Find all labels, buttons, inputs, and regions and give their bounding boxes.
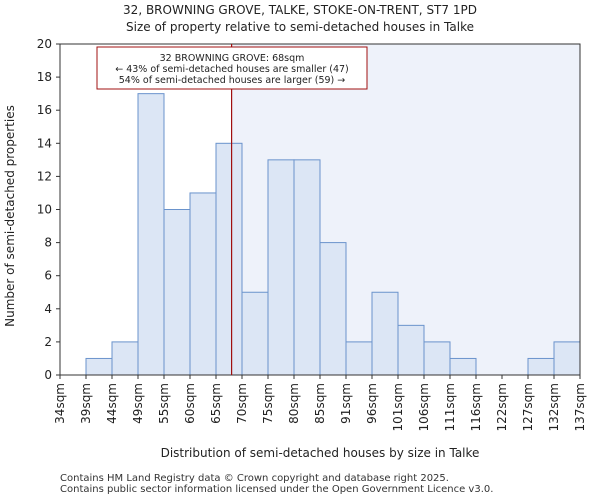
histogram-bar [85, 357, 113, 376]
x-tick-label: 55sqm [157, 383, 171, 424]
x-tick-label: 106sqm [417, 383, 431, 431]
x-tick-label: 70sqm [235, 383, 249, 424]
x-tick-label: 116sqm [469, 383, 483, 431]
histogram-bar [319, 242, 347, 376]
histogram-bar [267, 159, 295, 376]
x-tick-label: 101sqm [391, 383, 405, 431]
x-tick-label: 80sqm [287, 383, 301, 424]
histogram-bar [553, 341, 581, 376]
x-tick-label: 44sqm [105, 383, 119, 424]
histogram-bar [111, 341, 139, 376]
x-tick-label: 49sqm [131, 383, 145, 424]
y-tick-label: 4 [44, 302, 52, 316]
annotation-line-3: 54% of semi-detached houses are larger (… [119, 75, 346, 86]
histogram-bar [163, 209, 191, 376]
histogram-bar [215, 142, 243, 376]
annotation-line-2: ← 43% of semi-detached houses are smalle… [115, 64, 349, 75]
histogram-bar [397, 324, 425, 376]
footer-licence: Contains public sector information licen… [60, 484, 494, 495]
x-tick-label: 39sqm [79, 383, 93, 424]
y-tick-label: 14 [37, 136, 52, 150]
y-tick-label: 12 [37, 169, 52, 183]
footer-copyright: Contains HM Land Registry data © Crown c… [60, 473, 449, 484]
histogram-bar [293, 159, 321, 376]
histogram-bar [449, 357, 477, 376]
x-tick-label: 132sqm [547, 383, 561, 431]
x-tick-label: 65sqm [209, 383, 223, 424]
histogram-bar [189, 192, 217, 376]
x-tick-label: 85sqm [313, 383, 327, 424]
histogram-bar [423, 341, 451, 376]
y-tick-label: 6 [44, 269, 52, 283]
y-tick-label: 10 [37, 203, 52, 217]
x-tick-label: 96sqm [365, 383, 379, 424]
y-tick-label: 0 [44, 368, 52, 382]
histogram-bar [345, 341, 373, 376]
x-tick-label: 127sqm [521, 383, 535, 431]
x-axis-label: Distribution of semi-detached houses by … [161, 446, 480, 460]
y-axis-label: Number of semi-detached properties [3, 105, 17, 327]
chart-title: 32, BROWNING GROVE, TALKE, STOKE-ON-TREN… [123, 3, 477, 17]
histogram-bar [371, 291, 399, 376]
x-tick-label: 111sqm [443, 383, 457, 431]
y-tick-label: 18 [37, 70, 52, 84]
y-tick-label: 16 [37, 103, 52, 117]
y-tick-label: 8 [44, 236, 52, 250]
x-tick-label: 34sqm [53, 383, 67, 424]
x-tick-label: 122sqm [495, 383, 509, 431]
x-tick-label: 137sqm [573, 383, 587, 431]
y-tick-label: 2 [44, 335, 52, 349]
x-tick-label: 60sqm [183, 383, 197, 424]
histogram-bar [137, 93, 165, 376]
y-tick-label: 20 [37, 37, 52, 51]
chart-subtitle: Size of property relative to semi-detach… [126, 20, 474, 34]
x-tick-label: 75sqm [261, 383, 275, 424]
histogram-bar [527, 357, 555, 376]
x-tick-label: 91sqm [339, 383, 353, 424]
annotation-line-1: 32 BROWNING GROVE: 68sqm [160, 53, 305, 64]
annotation-box [96, 46, 368, 90]
histogram-bar [241, 291, 269, 376]
